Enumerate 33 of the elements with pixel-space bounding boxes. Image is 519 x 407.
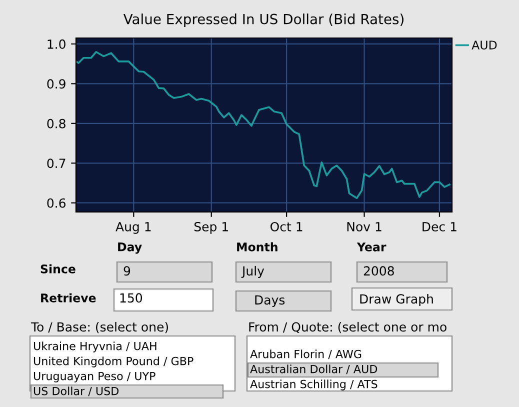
text: Australian Dollar / AUD xyxy=(250,364,378,374)
x-tick-label: Nov 1 xyxy=(347,222,382,232)
text: Day xyxy=(118,242,142,254)
text: United Kingdom Pound / GBP xyxy=(34,356,194,368)
chart-title: Value Expressed In US Dollar (Bid Rates) xyxy=(123,14,404,27)
y-tick-label: 1.0 xyxy=(48,39,66,49)
text: 9 xyxy=(124,266,130,276)
text: Days xyxy=(255,295,285,308)
legend-label: AUD xyxy=(472,40,497,50)
x-tick-label: Sep 1 xyxy=(194,222,228,234)
text: July xyxy=(241,266,264,278)
line-series xyxy=(76,51,450,199)
x-tick-label: Oct 1 xyxy=(270,222,302,232)
y-tick-label: 0.7 xyxy=(47,158,66,168)
text: Draw Graph xyxy=(360,294,433,306)
text: US Dollar / USD xyxy=(34,386,119,396)
y-tick-label: 0.8 xyxy=(47,118,66,128)
y-tick-label: 0.9 xyxy=(47,79,66,89)
text: Month xyxy=(237,242,278,252)
text: Austrian Schilling / ATS xyxy=(250,380,378,390)
text: From / Quote: (select one or mo xyxy=(249,322,446,334)
x-tick-label: Dec 1 xyxy=(422,222,456,232)
y-tick-label: 0.6 xyxy=(47,198,66,208)
text: Uruguayan Peso / UYP xyxy=(34,372,156,382)
x-tick-label: Aug 1 xyxy=(116,222,151,234)
text: 150 xyxy=(120,293,142,303)
text: To / Base: (select one) xyxy=(30,322,168,334)
text: 2008 xyxy=(364,266,394,276)
text: Ukraine Hryvnia / UAH xyxy=(34,342,156,352)
text: Year xyxy=(356,242,386,252)
text: Since xyxy=(40,264,76,274)
text: Retrieve xyxy=(41,293,96,302)
text: Aruban Florin / AWG xyxy=(250,350,362,360)
